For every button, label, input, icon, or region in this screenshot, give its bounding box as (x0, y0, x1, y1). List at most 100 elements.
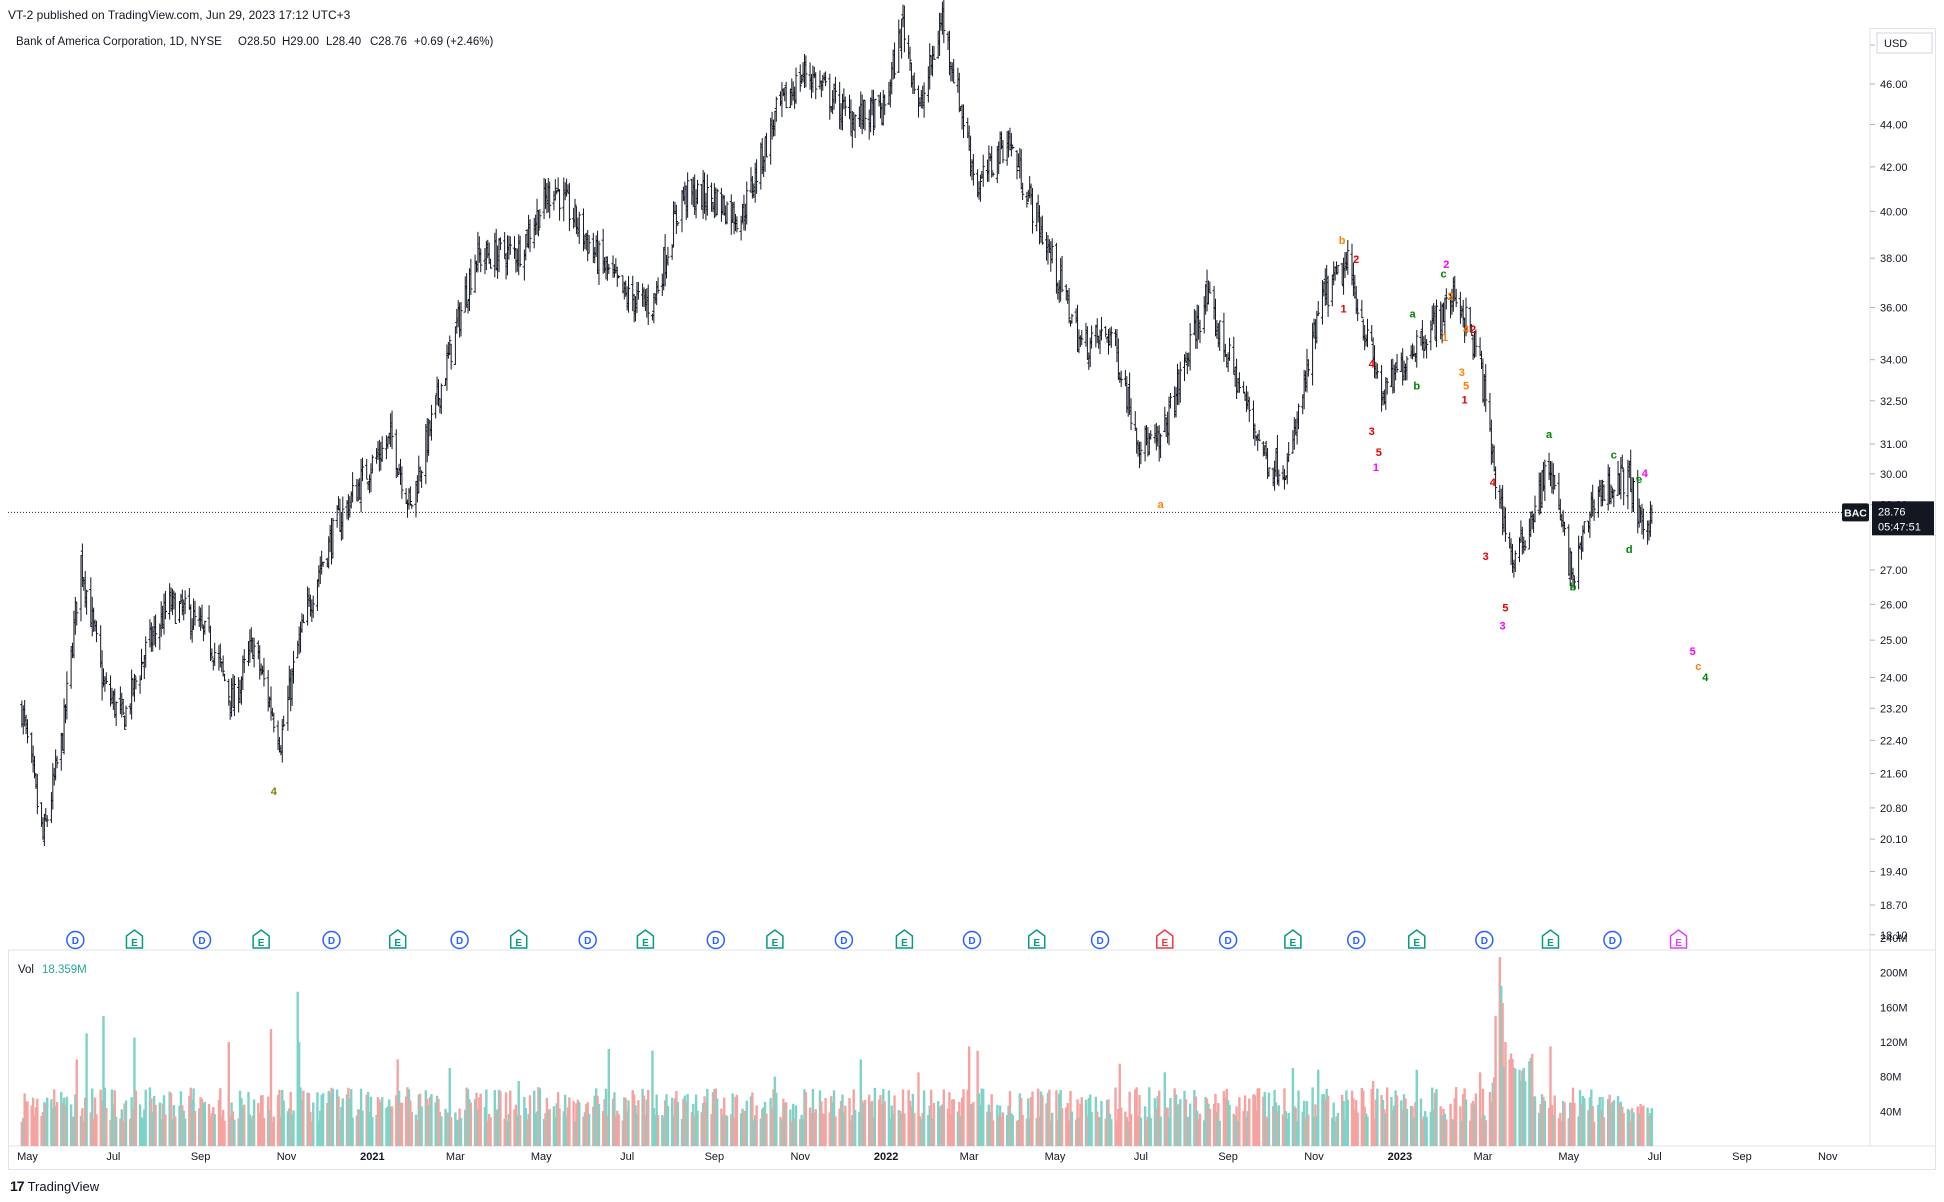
volume-bar (613, 1092, 616, 1146)
earnings-marker[interactable]: E (766, 929, 784, 949)
dividend-marker[interactable]: D (706, 930, 726, 950)
earnings-icon (766, 929, 784, 949)
volume-bar (379, 1102, 382, 1146)
volume-bar (1048, 1089, 1051, 1146)
volume-bar (1501, 1003, 1504, 1146)
volume-bar (1165, 1107, 1168, 1146)
volume-bar (1380, 1094, 1383, 1146)
dividend-marker[interactable]: D (1090, 930, 1110, 950)
dividend-marker[interactable]: D (962, 930, 982, 950)
volume-bar (1414, 1102, 1417, 1146)
earnings-marker[interactable]: E (1027, 929, 1046, 949)
volume-bar (673, 1098, 677, 1146)
earnings-marker[interactable]: E (895, 929, 914, 949)
price-axis-label: 30.00 (1880, 469, 1908, 481)
volume-bar (611, 1098, 615, 1146)
volume-bar (713, 1089, 716, 1146)
volume-bar (192, 1088, 195, 1146)
volume-bar (1409, 1105, 1413, 1146)
wave-label: 4 (271, 786, 278, 798)
volume-bar (998, 1105, 1002, 1146)
chart-title[interactable]: Bank of America Corporation, 1D, NYSE (16, 36, 222, 48)
earnings-marker[interactable]: E (1541, 929, 1560, 949)
volume-bar (458, 1108, 461, 1146)
volume-bar (929, 1089, 933, 1146)
volume-bar (956, 1111, 960, 1146)
price-bar (978, 174, 983, 202)
dividend-marker[interactable]: D (450, 930, 469, 950)
earnings-marker[interactable]: E (1284, 929, 1302, 949)
earnings-marker[interactable]: E (125, 929, 144, 949)
volume-bar (1321, 1094, 1324, 1146)
currency-box[interactable] (1876, 32, 1933, 54)
dividend-marker[interactable]: D (192, 930, 212, 950)
volume-axis[interactable]: 240M 200M 160M 120M 80M 40M (1880, 933, 1908, 1118)
volume-bar (1008, 1091, 1012, 1146)
tradingview-logo[interactable]: 17 TradingView (10, 1178, 99, 1194)
volume-bar (60, 1091, 63, 1146)
volume-bar (1474, 1093, 1478, 1146)
volume-bar (1424, 1111, 1427, 1146)
volume-bar (40, 1116, 43, 1146)
volume-bar (169, 1093, 173, 1146)
volume-bar (773, 1076, 777, 1146)
price-bar (1631, 477, 1636, 513)
volume-bar (597, 1103, 601, 1146)
time-axis[interactable]: May Jul Sep Nov 2021 Mar May Jul Sep Nov 2022 Mar Ma… (17, 1151, 1838, 1163)
earnings-marker[interactable]: E (252, 929, 270, 949)
volume-bar (22, 1118, 25, 1146)
volume-bar (1393, 1105, 1396, 1146)
price-bar (1326, 275, 1330, 317)
volume-bar (1315, 1116, 1319, 1146)
volume-bar (692, 1103, 695, 1146)
volume-bar (853, 1109, 857, 1146)
dividend-marker[interactable]: D (66, 930, 85, 950)
volume-bar (1243, 1095, 1247, 1146)
earnings-marker[interactable]: E (509, 929, 528, 949)
time-axis-label: May (1558, 1151, 1579, 1163)
dividend-marker[interactable]: D (578, 930, 597, 950)
dividend-marker[interactable]: D (1346, 930, 1366, 950)
wave-label: a (1546, 429, 1553, 441)
volume-bar (534, 1113, 537, 1146)
earnings-marker[interactable]: E (636, 929, 655, 949)
price-bar (139, 648, 144, 681)
earnings-marker[interactable]: E (1156, 929, 1174, 949)
price-bar (961, 104, 966, 139)
volume-bar (1592, 1121, 1596, 1146)
volume-bar (262, 1117, 266, 1146)
volume-bar (804, 1092, 808, 1146)
price-axis-label: 32.50 (1880, 396, 1908, 408)
price-bar (784, 81, 788, 109)
volume-bar (1429, 1111, 1433, 1146)
price-axis[interactable]: 48.0046.0044.0042.0040.0038.0036.0034.00… (1870, 40, 1908, 942)
volume-bar (683, 1095, 687, 1146)
volume-bar (573, 1121, 577, 1146)
dividend-marker[interactable]: D (1475, 930, 1494, 950)
volume-bar (744, 1111, 747, 1146)
volume-bar (987, 1104, 991, 1146)
price-bar (1188, 323, 1192, 371)
volume-bar (1471, 1100, 1475, 1146)
dividend-marker[interactable]: D (322, 930, 341, 950)
price-bar (448, 335, 452, 356)
earnings-marker[interactable]: E (1408, 929, 1426, 949)
volume-bar (486, 1120, 489, 1146)
price-bar (479, 248, 483, 273)
dividend-marker[interactable]: D (834, 930, 854, 950)
price-bar (686, 172, 690, 218)
earnings-marker[interactable]: E (1669, 929, 1688, 949)
volume-bar (468, 1099, 471, 1146)
volume-bar (1563, 1102, 1566, 1146)
volume-bar (607, 1048, 611, 1146)
volume-bar (977, 1093, 981, 1146)
dividend-marker[interactable]: D (1603, 930, 1622, 950)
time-axis-label: Jul (1648, 1151, 1662, 1163)
price-bar (1553, 474, 1557, 490)
volume-bar (1463, 1088, 1466, 1146)
legend-close: C28.76 (370, 36, 407, 48)
dividend-marker[interactable]: D (1218, 930, 1238, 950)
earnings-marker[interactable]: E (388, 929, 407, 949)
